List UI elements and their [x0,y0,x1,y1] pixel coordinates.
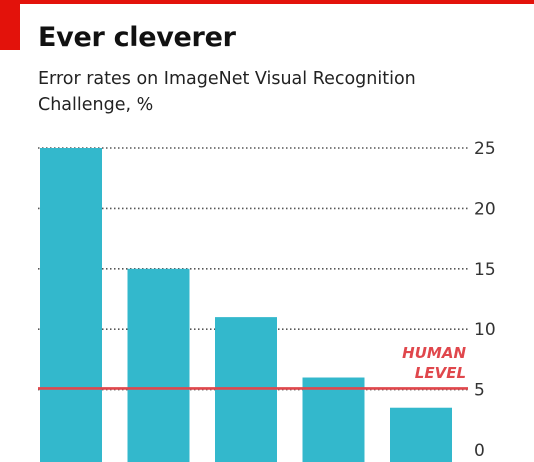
bar-4 [302,377,365,462]
chart-title: Ever cleverer [38,22,236,53]
y-tick-label-0: 0 [474,441,485,461]
y-tick-label-15: 15 [474,260,496,280]
bars [40,148,452,462]
y-tick-label-25: 25 [474,139,496,159]
bar-1 [40,148,102,462]
y-tick-label-20: 20 [474,199,496,219]
y-axis-ticks: 0 5 10 15 20 25 [474,139,496,461]
chart-subtitle: Error rates on ImageNet Visual Recogniti… [38,69,416,115]
bar-5 [390,407,452,462]
human-level-marker: HUMAN LEVEL [38,344,468,390]
y-tick-label-10: 10 [474,320,496,340]
bar-2 [127,268,190,462]
top-rule [0,0,534,4]
human-level-label-2: LEVEL [415,364,466,382]
brand-tag [0,0,20,50]
human-level-label-1: HUMAN [402,344,466,362]
y-tick-label-5: 5 [474,381,485,401]
